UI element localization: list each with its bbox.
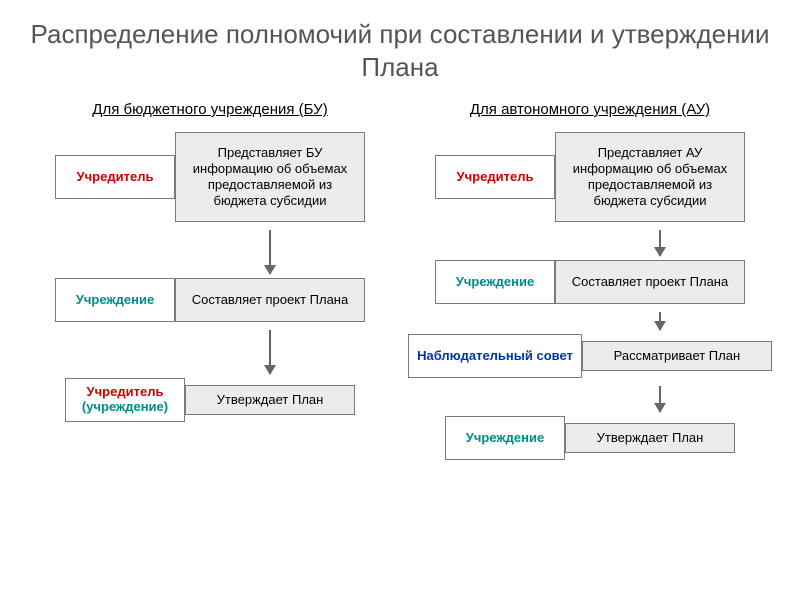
bu-actor-1: Учредитель xyxy=(55,155,175,199)
au-step-1: Учредитель Представляет АУ информацию об… xyxy=(435,132,745,222)
arrow-icon xyxy=(659,312,661,330)
bu-action-1: Представляет БУ информацию об объемах пр… xyxy=(175,132,365,222)
bu-actor-3: Учредитель (учреждение) xyxy=(65,378,185,422)
au-action-2: Составляет проект Плана xyxy=(555,260,745,304)
bu-step-2: Учреждение Составляет проект Плана xyxy=(55,278,365,322)
au-action-1: Представляет АУ информацию об объемах пр… xyxy=(555,132,745,222)
page-title: Распределение полномочий при составлении… xyxy=(0,0,800,91)
bu-step-1: Учредитель Представляет БУ информацию об… xyxy=(55,132,365,222)
arrow-icon xyxy=(659,230,661,256)
column-bu: Для бюджетного учреждения (БУ) Учредител… xyxy=(25,91,395,464)
au-actor-3: Наблюдательный совет xyxy=(408,334,582,378)
diagram-columns: Для бюджетного учреждения (БУ) Учредител… xyxy=(0,91,800,464)
au-action-3: Рассматривает План xyxy=(582,341,772,371)
au-step-4: Учреждение Утверждает План xyxy=(445,416,735,460)
au-action-4: Утверждает План xyxy=(565,423,735,453)
au-actor-4: Учреждение xyxy=(445,416,565,460)
bu-actor-3-line1: Учредитель xyxy=(87,385,164,400)
bu-action-2: Составляет проект Плана xyxy=(175,278,365,322)
arrow-icon xyxy=(659,386,661,412)
au-step-2: Учреждение Составляет проект Плана xyxy=(435,260,745,304)
bu-action-3: Утверждает План xyxy=(185,385,355,415)
au-step-3: Наблюдательный совет Рассматривает План xyxy=(408,334,772,378)
column-au: Для автономного учреждения (АУ) Учредите… xyxy=(405,91,775,464)
bu-step-3: Учредитель (учреждение) Утверждает План xyxy=(65,378,355,422)
column-bu-header: Для бюджетного учреждения (БУ) xyxy=(92,101,327,118)
au-actor-1: Учредитель xyxy=(435,155,555,199)
column-au-header: Для автономного учреждения (АУ) xyxy=(470,101,710,118)
bu-actor-2: Учреждение xyxy=(55,278,175,322)
bu-actor-3-line2: (учреждение) xyxy=(82,400,168,415)
arrow-icon xyxy=(269,230,271,274)
arrow-icon xyxy=(269,330,271,374)
au-actor-2: Учреждение xyxy=(435,260,555,304)
